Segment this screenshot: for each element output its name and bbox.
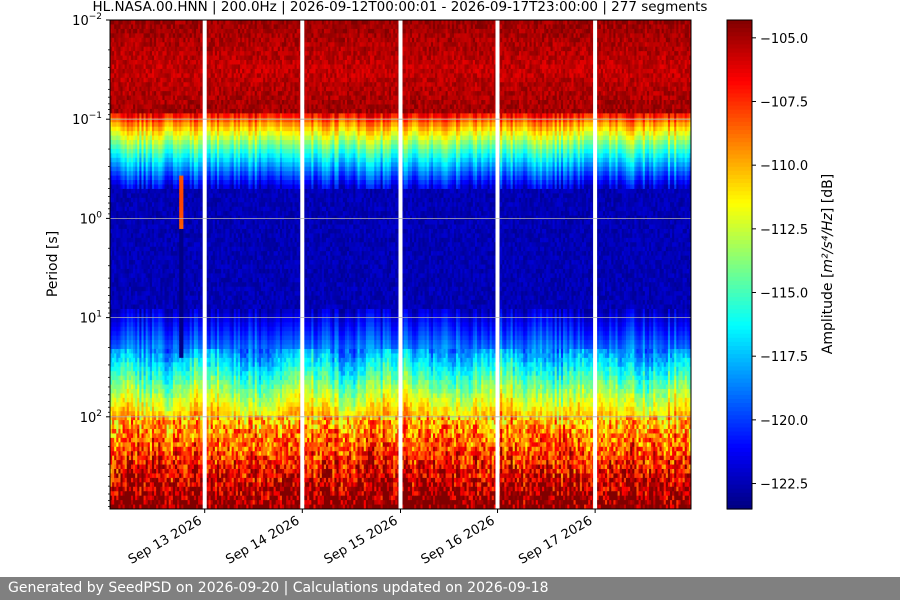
psd-chart: HL.NASA.00.HNN | 200.0Hz | 2026-09-12T00…: [0, 0, 900, 577]
chart-title: HL.NASA.00.HNN | 200.0Hz | 2026-09-12T00…: [93, 0, 708, 15]
